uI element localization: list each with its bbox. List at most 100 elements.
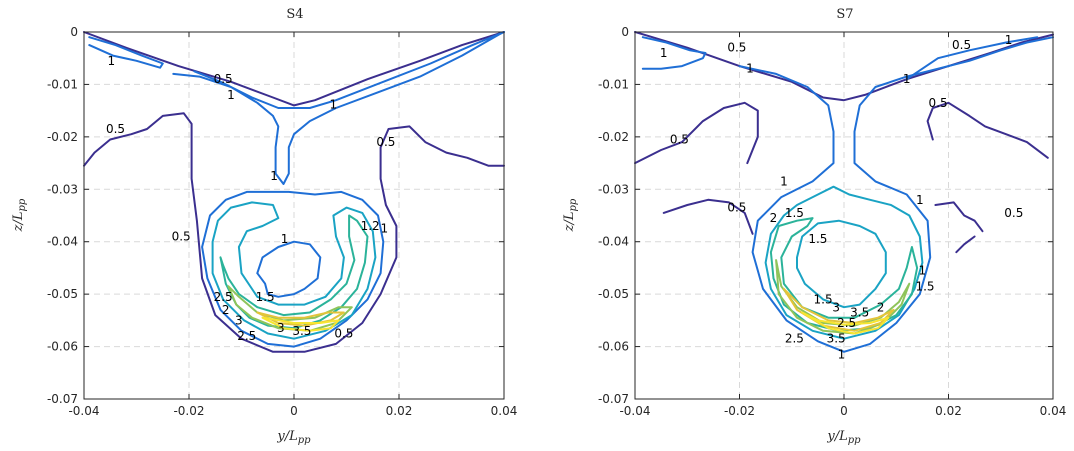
y-tick-label: -0.01	[47, 77, 78, 91]
contour-label: 0.5	[670, 132, 689, 146]
x-tick-label: 0.02	[935, 404, 962, 418]
chart-title-s7: S7	[836, 7, 853, 22]
x-tick-label: -0.02	[173, 404, 204, 418]
contour-line-2	[219, 214, 369, 330]
contour-label: 0.5	[727, 201, 746, 215]
chart-title-s4: S4	[286, 7, 303, 22]
contour-line-0-5	[926, 101, 1049, 159]
contour-label: 1	[916, 193, 924, 207]
contour-line-0-5	[83, 31, 505, 107]
contour-line-0-5	[662, 198, 754, 235]
x-tick-label: 0.04	[491, 404, 518, 418]
contour-label: 1	[107, 54, 115, 68]
contours-s4	[83, 31, 505, 353]
y-tick-label: -0.06	[598, 340, 629, 354]
contour-label: 1	[780, 174, 788, 188]
y-axis-label-s7: z/Lpp	[562, 198, 579, 232]
contour-label: 0.5	[929, 96, 948, 110]
contour-label: 0.5	[334, 326, 353, 340]
axes-frame-s7	[634, 31, 1054, 400]
y-tick-label: -0.03	[598, 182, 629, 196]
x-tick-label: -0.02	[724, 404, 755, 418]
contour-label: 1	[919, 264, 927, 278]
contours-s7	[634, 31, 1054, 353]
contour-label: 3.5	[292, 324, 311, 338]
contour-line-0-5	[934, 201, 984, 233]
y-axis-label-s4: z/Lpp	[11, 198, 28, 232]
y-tick-label: -0.01	[598, 77, 629, 91]
contour-label: 3.5	[827, 332, 846, 346]
x-tick-label: 0.04	[1040, 404, 1067, 418]
contour-label: 1	[380, 222, 388, 236]
contour-label: 0.5	[727, 41, 746, 55]
contour-label: 1	[330, 97, 338, 111]
x-axis-label-s4: y/Lpp	[276, 429, 311, 446]
contour-line-3	[256, 311, 345, 327]
contour-line-0-5	[83, 112, 505, 353]
y-tick-label: -0.03	[47, 182, 78, 196]
y-tick-label: -0.04	[47, 235, 78, 249]
contour-line-1	[738, 36, 1054, 353]
ticks-s7: -0.04 -0.02 0 0.02 0.04 0 -0.01 -0.02 -0.03 -0.04…	[598, 25, 1066, 418]
x-tick-label: 0	[840, 404, 848, 418]
y-tick-label: 0	[70, 25, 78, 39]
contour-label: 1.2	[361, 219, 380, 233]
y-tick-label: -0.05	[598, 287, 629, 301]
contour-label: 2	[222, 303, 230, 317]
contour-label: 0.5	[1004, 206, 1023, 220]
contour-line-1	[905, 36, 1039, 81]
contour-label: 2	[877, 300, 885, 314]
x-axis-label-s7: y/Lpp	[826, 429, 861, 446]
contour-line-0-5	[634, 101, 759, 165]
x-tick-label: 0	[290, 404, 298, 418]
contour-label: 1	[281, 232, 289, 246]
contour-line-1	[201, 190, 385, 348]
y-tick-label: 0	[621, 25, 629, 39]
contour-label: 3	[235, 313, 243, 327]
contour-label: 2.5	[837, 316, 856, 330]
contour-label: 1	[270, 169, 278, 183]
contour-label: 0.5	[214, 72, 233, 86]
contour-line-1	[256, 240, 322, 298]
contour-label: 3.5	[850, 305, 869, 319]
contour-label: 3	[832, 300, 840, 314]
contour-line-1-5	[796, 219, 887, 309]
contour-label: 3	[277, 321, 285, 335]
contour-line-0-5	[955, 235, 976, 254]
y-tick-label: -0.04	[598, 235, 629, 249]
contour-line-1-5	[211, 201, 377, 340]
contour-label: 1.5	[256, 290, 275, 304]
contour-label: 1	[746, 62, 754, 76]
y-tick-label: -0.06	[47, 340, 78, 354]
contour-label: 1.5	[808, 232, 827, 246]
contour-label: 2.5	[214, 290, 233, 304]
contour-line-1	[641, 36, 707, 70]
contour-label: 2.5	[785, 332, 804, 346]
contour-label: 2.5	[237, 329, 256, 343]
contour-line-1	[172, 31, 505, 185]
contour-label: 1	[838, 347, 846, 361]
contour-label: 0.5	[952, 38, 971, 52]
contour-line-3-5	[801, 311, 890, 335]
contour-label: 1.5	[814, 292, 833, 306]
y-tick-label: -0.02	[47, 130, 78, 144]
contour-label: 1	[1005, 33, 1013, 47]
y-tick-label: -0.07	[598, 392, 629, 406]
y-tick-label: -0.07	[47, 392, 78, 406]
contour-label: 0.5	[172, 229, 191, 243]
y-tick-label: -0.05	[47, 287, 78, 301]
x-tick-label: -0.04	[619, 404, 650, 418]
axes-frame-s4	[83, 31, 505, 400]
ticks-s4: -0.04 -0.02 0 0.02 0.04 0 -0.01 -0.02 -0.03 -0.04…	[47, 25, 517, 418]
x-tick-label: -0.04	[68, 404, 99, 418]
contour-label: 0.5	[106, 122, 125, 136]
contour-label: 1	[903, 72, 911, 86]
contour-line-3-5	[261, 316, 340, 332]
contour-label: 1	[660, 46, 668, 60]
contour-label: 2	[770, 211, 778, 225]
